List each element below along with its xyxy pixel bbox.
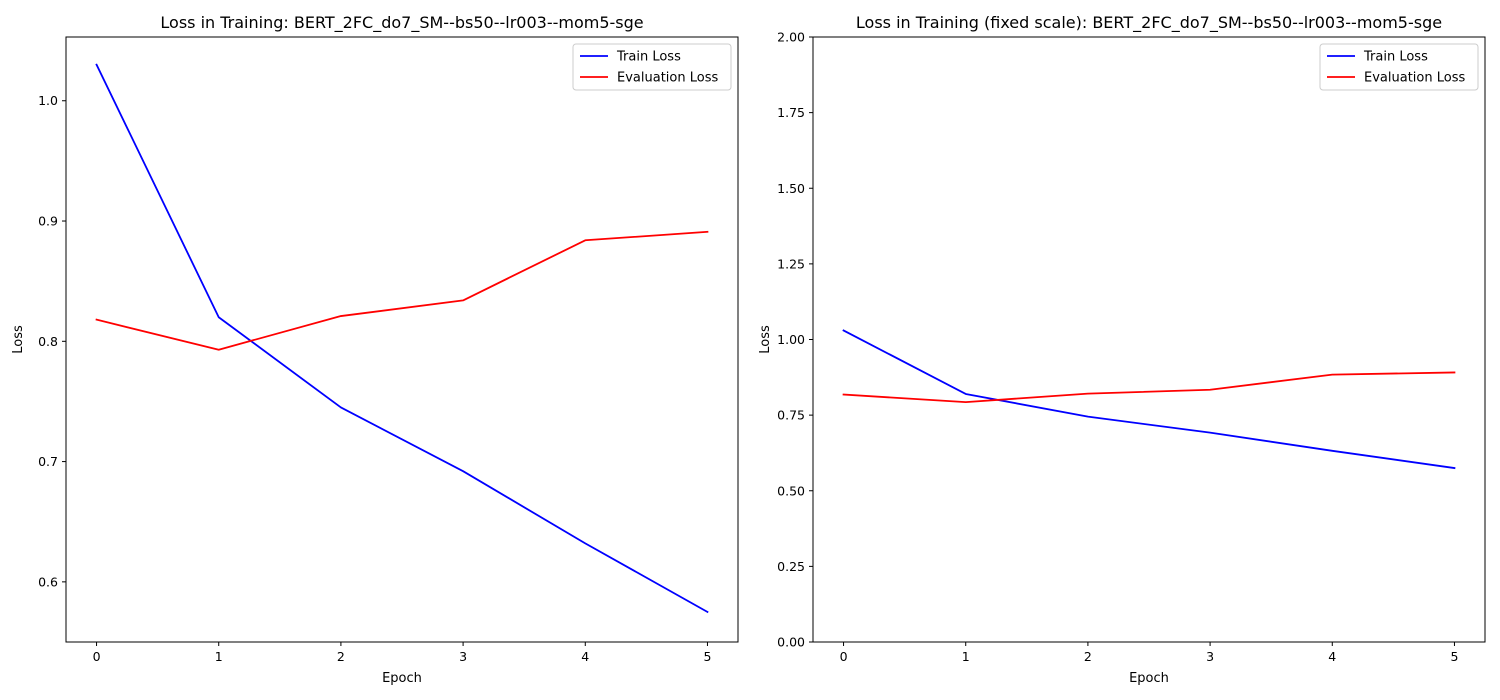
x-tick-label: 5 (703, 649, 711, 664)
y-tick-label: 1.00 (777, 332, 805, 347)
plot-frame (812, 36, 1486, 643)
legend-label: Train Loss (616, 50, 681, 65)
chart-panel-2: Loss in Training (fixed scale): BERT_2FC… (758, 13, 1486, 686)
x-tick-label: 2 (337, 649, 345, 664)
y-tick-label: 0.25 (777, 559, 805, 574)
legend-label: Evaluation Loss (1364, 71, 1465, 86)
x-tick-label: 1 (215, 649, 223, 664)
series-line-evaluation-loss (842, 371, 1456, 404)
legend: Train Loss Evaluation Loss (1319, 43, 1479, 91)
x-tick-label: 3 (1206, 649, 1214, 664)
x-tick-label: 3 (459, 649, 467, 664)
legend-box (1319, 43, 1479, 91)
series-line-train-loss (95, 63, 709, 614)
y-tick-label: 0.9 (38, 214, 58, 229)
x-axis-label: Epoch (382, 671, 422, 686)
legend-label: Evaluation Loss (617, 71, 718, 86)
y-tick-label: 2.00 (777, 30, 805, 45)
legend-box (572, 43, 732, 91)
y-tick-label: 0.6 (38, 574, 58, 589)
y-tick-label: 1.50 (777, 181, 805, 196)
x-axis-label: Epoch (1129, 671, 1169, 686)
chart-title: Loss in Training: BERT_2FC_do7_SM--bs50-… (160, 13, 643, 33)
chart-panel-1: Loss in Training: BERT_2FC_do7_SM--bs50-… (11, 13, 739, 686)
y-tick-label: 1.0 (38, 93, 58, 108)
plot-frame (65, 36, 739, 643)
x-tick-label: 1 (962, 649, 970, 664)
y-tick-label: 0.8 (38, 334, 58, 349)
y-tick-label: 0.00 (777, 635, 805, 650)
y-axis-label: Loss (11, 325, 26, 354)
x-tick-label: 0 (840, 649, 848, 664)
y-tick-label: 1.25 (777, 256, 805, 271)
y-axis-label: Loss (758, 325, 773, 354)
y-tick-label: 0.7 (38, 454, 58, 469)
legend: Train Loss Evaluation Loss (572, 43, 732, 91)
x-tick-label: 5 (1450, 649, 1458, 664)
y-tick-label: 0.50 (777, 483, 805, 498)
x-tick-label: 0 (93, 649, 101, 664)
y-tick-label: 0.75 (777, 408, 805, 423)
x-tick-label: 4 (1328, 649, 1336, 664)
y-tick-label: 1.75 (777, 105, 805, 120)
x-tick-label: 2 (1084, 649, 1092, 664)
x-tick-label: 4 (581, 649, 589, 664)
chart-title: Loss in Training (fixed scale): BERT_2FC… (856, 13, 1442, 33)
series-line-evaluation-loss (95, 230, 709, 351)
series-line-train-loss (842, 329, 1456, 470)
legend-label: Train Loss (1363, 50, 1428, 65)
